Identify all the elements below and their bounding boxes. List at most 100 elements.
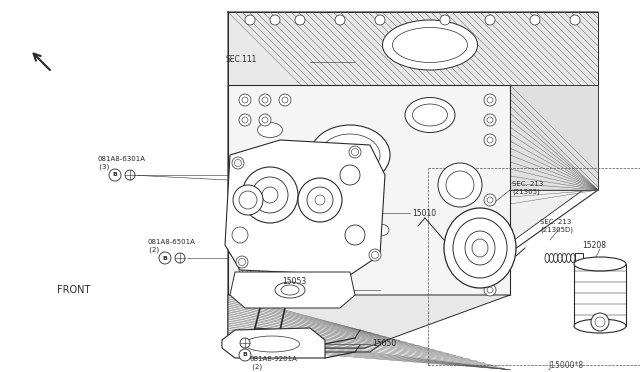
Ellipse shape <box>275 282 305 298</box>
Circle shape <box>236 256 248 268</box>
Text: B: B <box>163 256 168 260</box>
Ellipse shape <box>549 253 554 263</box>
Bar <box>575 253 583 263</box>
Circle shape <box>282 97 288 103</box>
Circle shape <box>591 313 609 331</box>
Text: 081A8-6301A
 (3): 081A8-6301A (3) <box>97 156 145 170</box>
Circle shape <box>530 15 540 25</box>
Circle shape <box>307 187 333 213</box>
Circle shape <box>242 117 248 123</box>
Ellipse shape <box>545 253 549 263</box>
Text: FRONT: FRONT <box>57 285 90 295</box>
Circle shape <box>262 267 268 273</box>
Circle shape <box>242 97 248 103</box>
Ellipse shape <box>383 20 477 70</box>
Circle shape <box>159 252 171 264</box>
Text: 15053: 15053 <box>282 278 307 286</box>
Circle shape <box>242 267 248 273</box>
Circle shape <box>262 187 278 203</box>
Circle shape <box>279 94 291 106</box>
Circle shape <box>242 167 298 223</box>
Circle shape <box>239 114 251 126</box>
Ellipse shape <box>371 224 389 236</box>
Text: J15000*8: J15000*8 <box>548 362 583 371</box>
Circle shape <box>233 185 263 215</box>
Ellipse shape <box>453 218 507 278</box>
Circle shape <box>259 114 271 126</box>
Polygon shape <box>228 12 598 85</box>
Circle shape <box>484 94 496 106</box>
Polygon shape <box>230 272 355 308</box>
Circle shape <box>239 94 251 106</box>
Ellipse shape <box>260 194 280 206</box>
Circle shape <box>446 171 474 199</box>
Text: 081A8-9201A
 (2): 081A8-9201A (2) <box>250 356 298 370</box>
Text: B: B <box>243 353 248 357</box>
Circle shape <box>125 170 135 180</box>
Ellipse shape <box>465 231 495 265</box>
Ellipse shape <box>554 253 558 263</box>
Text: SEC. 213
(21305D): SEC. 213 (21305D) <box>540 219 573 233</box>
Ellipse shape <box>574 257 626 271</box>
Ellipse shape <box>574 319 626 333</box>
Circle shape <box>298 178 342 222</box>
Circle shape <box>484 214 496 226</box>
Ellipse shape <box>562 253 566 263</box>
Polygon shape <box>510 85 598 190</box>
Ellipse shape <box>310 125 390 185</box>
Ellipse shape <box>257 122 282 138</box>
Text: SEC. 213
(21305): SEC. 213 (21305) <box>512 181 543 195</box>
Circle shape <box>595 317 605 327</box>
Ellipse shape <box>289 233 311 247</box>
Circle shape <box>335 15 345 25</box>
Circle shape <box>369 249 381 261</box>
Circle shape <box>282 267 288 273</box>
Circle shape <box>487 197 493 203</box>
Circle shape <box>487 267 493 273</box>
Circle shape <box>234 160 241 167</box>
Circle shape <box>438 163 482 207</box>
Circle shape <box>484 114 496 126</box>
Circle shape <box>245 15 255 25</box>
Circle shape <box>570 15 580 25</box>
Circle shape <box>484 264 496 276</box>
Circle shape <box>345 225 365 245</box>
Circle shape <box>487 117 493 123</box>
Ellipse shape <box>566 253 571 263</box>
Circle shape <box>239 264 251 276</box>
Text: SEC.111: SEC.111 <box>226 55 257 64</box>
Text: 081A8-6501A
 (2): 081A8-6501A (2) <box>147 239 195 253</box>
Circle shape <box>239 259 246 266</box>
Circle shape <box>232 227 248 243</box>
Circle shape <box>270 15 280 25</box>
Text: 15208: 15208 <box>582 241 606 250</box>
Polygon shape <box>225 8 600 355</box>
Polygon shape <box>235 18 590 348</box>
Circle shape <box>315 195 325 205</box>
Ellipse shape <box>571 253 575 263</box>
Polygon shape <box>228 295 510 348</box>
Circle shape <box>279 264 291 276</box>
Circle shape <box>375 15 385 25</box>
Ellipse shape <box>405 97 455 132</box>
Circle shape <box>252 177 288 213</box>
Ellipse shape <box>472 239 488 257</box>
Polygon shape <box>228 85 510 295</box>
Circle shape <box>175 253 185 263</box>
Circle shape <box>440 15 450 25</box>
Circle shape <box>109 169 121 181</box>
Ellipse shape <box>413 104 447 126</box>
Circle shape <box>487 287 493 293</box>
Circle shape <box>340 165 360 185</box>
Circle shape <box>239 191 257 209</box>
Circle shape <box>349 146 361 158</box>
Circle shape <box>262 97 268 103</box>
Circle shape <box>240 338 250 348</box>
Circle shape <box>259 94 271 106</box>
Polygon shape <box>222 328 325 358</box>
Circle shape <box>484 194 496 206</box>
Circle shape <box>487 97 493 103</box>
Circle shape <box>351 148 358 155</box>
Circle shape <box>262 117 268 123</box>
Ellipse shape <box>392 28 467 62</box>
